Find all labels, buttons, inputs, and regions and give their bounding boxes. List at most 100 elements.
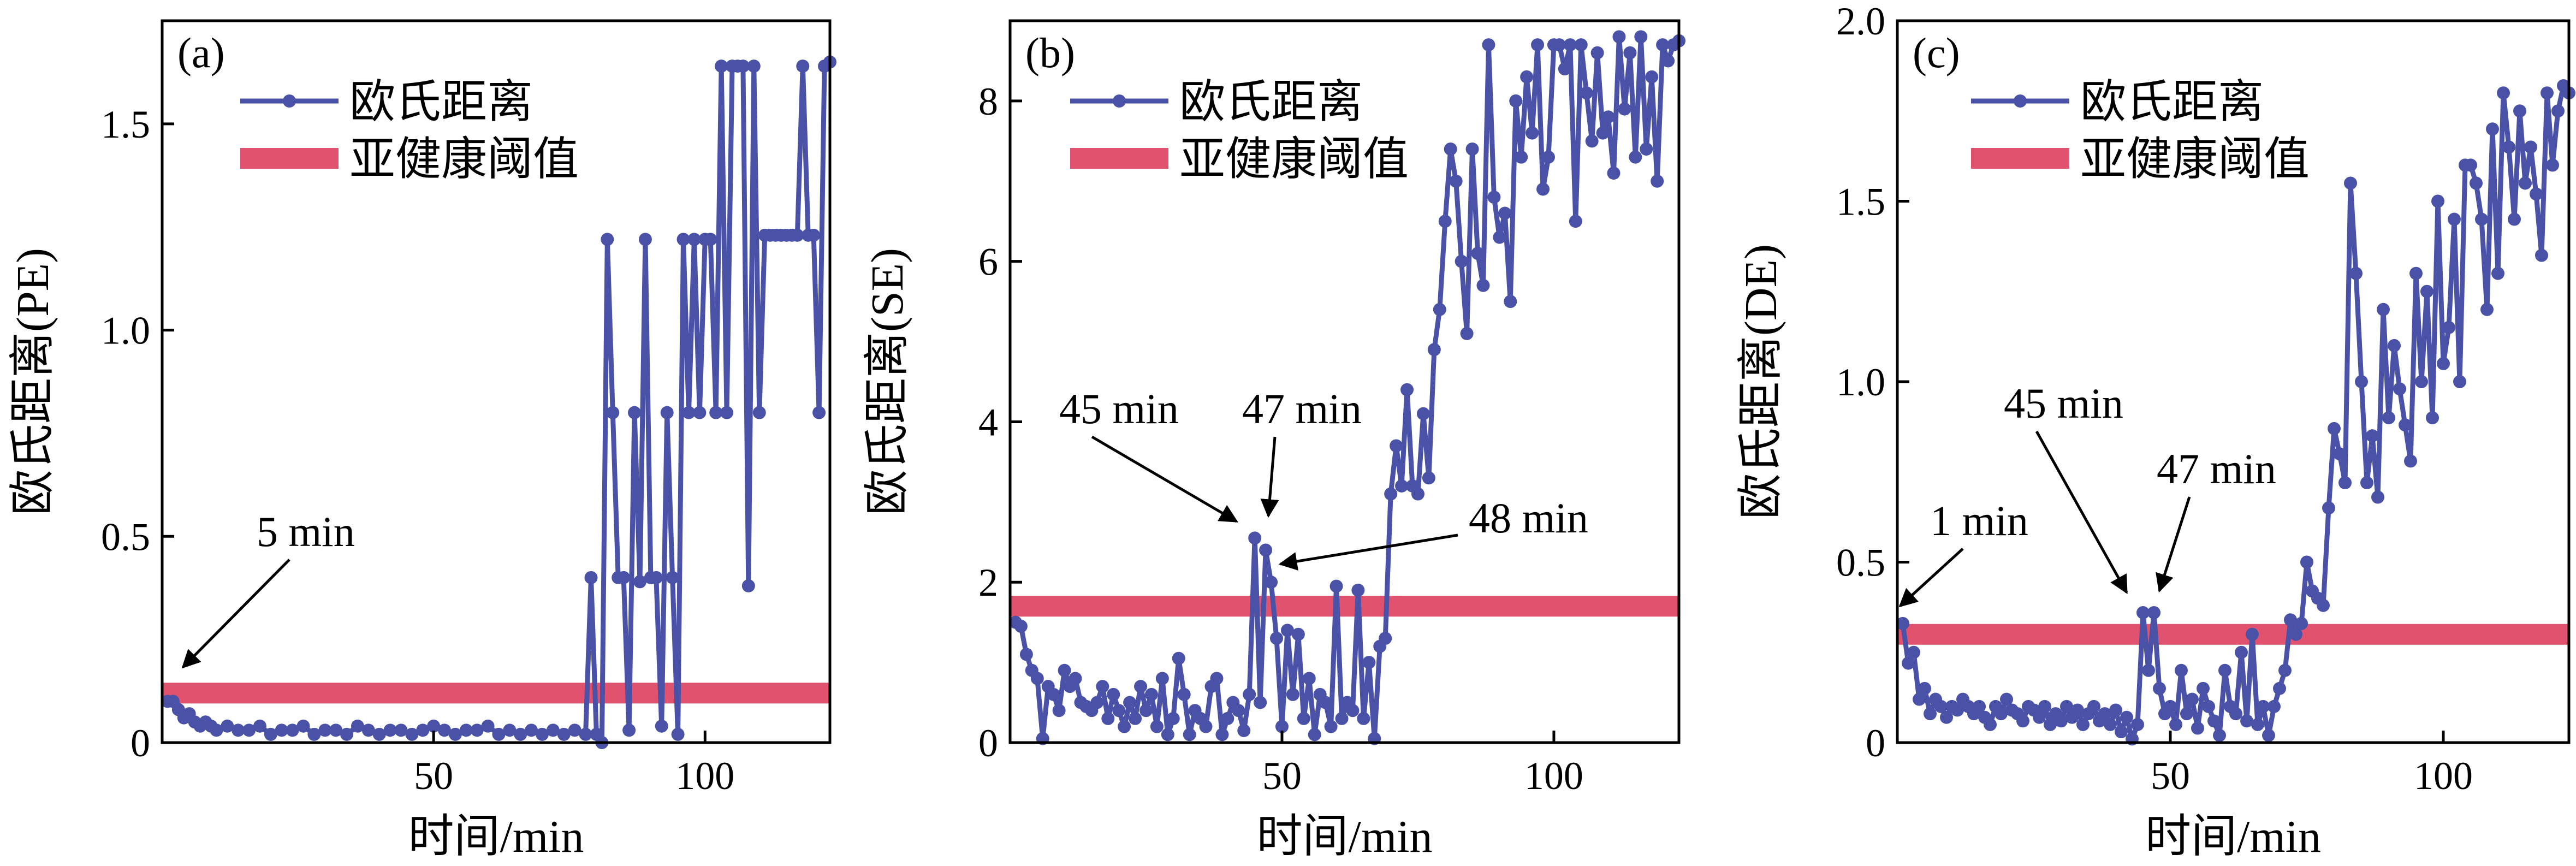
data-point: [682, 406, 696, 419]
data-point: [2377, 302, 2390, 316]
data-point: [2180, 707, 2193, 721]
x-axis-label: 时间/min: [1256, 811, 1432, 862]
data-point: [1552, 38, 1566, 52]
data-point: [666, 571, 679, 584]
data-point: [470, 723, 484, 737]
data-point: [791, 228, 804, 242]
data-point: [1590, 46, 1604, 60]
data-point: [1161, 728, 1174, 742]
data-point: [1291, 627, 1305, 641]
data-point: [2551, 104, 2565, 118]
data-point: [1172, 651, 1185, 665]
annotation-label: 45 min: [2004, 379, 2123, 427]
data-point: [1395, 479, 1409, 493]
data-point: [1335, 711, 1349, 725]
data-point: [2328, 422, 2341, 435]
y-tick-label: 1.0: [1836, 360, 1885, 404]
data-point: [1984, 717, 1997, 731]
data-point: [1302, 672, 1316, 685]
data-point: [1918, 681, 1931, 695]
y-tick-label: 0: [1866, 721, 1885, 765]
data-point: [2016, 714, 2029, 728]
data-point: [2202, 699, 2215, 713]
annotation-arrow: [2035, 430, 2128, 594]
x-axis-label: 时间/min: [2145, 811, 2321, 862]
data-point: [2120, 710, 2133, 724]
data-point: [601, 233, 614, 246]
data-point: [1351, 583, 1365, 597]
data-point: [1569, 215, 1582, 228]
data-point: [1476, 278, 1490, 292]
data-point: [2420, 284, 2433, 298]
data-point: [1433, 302, 1446, 316]
data-point: [579, 727, 592, 741]
x-axis-label: 时间/min: [408, 811, 584, 862]
data-point: [1973, 699, 1986, 713]
data-point: [2289, 627, 2302, 641]
data-point: [1563, 38, 1577, 52]
data-point: [2344, 176, 2357, 190]
legend-threshold-label: 亚健康阈值: [349, 134, 579, 185]
data-point: [2546, 158, 2559, 172]
chart-panel-1: 50 100 0 0.5 1.0 1.5 时间/min 欧氏距离(PE) (a) 欧氏距离亚健康阈…: [8, 19, 836, 862]
chart-panel-3: 50 100 0 0.5 1.0 1.5 2.0 时间/min 欧氏距离(DE) (c) 欧氏距离亚…: [1736, 0, 2575, 862]
data-point: [1902, 656, 1915, 670]
data-point: [796, 60, 810, 73]
data-point: [2448, 212, 2461, 226]
data-point: [660, 406, 674, 419]
legend-threshold-label: 亚健康阈值: [1179, 134, 1409, 185]
data-point: [2164, 699, 2177, 713]
data-point: [2382, 411, 2395, 425]
data-point: [671, 727, 685, 741]
data-point: [704, 233, 717, 246]
x-tick-label: 100: [1524, 754, 1583, 798]
data-point: [318, 723, 332, 737]
legend-threshold-label: 亚健康阈值: [2080, 134, 2310, 185]
data-point: [1030, 672, 1044, 685]
data-point: [1101, 711, 1115, 725]
data-point: [1134, 680, 1148, 693]
annotation-arrow: [1898, 548, 1964, 608]
data-point: [747, 60, 761, 73]
data-point: [546, 723, 560, 737]
data-point: [232, 723, 245, 737]
data-point: [557, 727, 571, 741]
annotation-label: 45 min: [1059, 385, 1179, 432]
y-tick-label: 0: [978, 721, 998, 765]
data-point: [1536, 182, 1550, 196]
x-tick-label: 100: [2414, 754, 2473, 798]
data-point: [1601, 110, 1615, 124]
data-point: [2186, 692, 2199, 706]
data-point: [2142, 663, 2155, 677]
data-point: [1107, 687, 1120, 701]
data-point: [2262, 728, 2275, 742]
data-point: [1651, 174, 1664, 188]
data-point: [807, 228, 821, 242]
data-point: [1150, 720, 1164, 733]
y-tick-label: 1.5: [1836, 180, 1885, 224]
data-point: [1465, 143, 1479, 156]
data-point: [1487, 191, 1501, 204]
data-point: [1596, 126, 1610, 140]
data-point: [416, 723, 430, 737]
data-point: [622, 723, 636, 737]
data-point: [1896, 616, 1909, 630]
data-point: [2322, 501, 2335, 515]
data-point: [2038, 699, 2051, 713]
y-tick-label: 6: [978, 240, 998, 284]
data-point: [503, 723, 517, 737]
data-point: [1047, 687, 1060, 701]
data-point: [752, 406, 766, 419]
data-point: [2240, 714, 2253, 728]
data-point: [253, 719, 266, 733]
data-point: [1210, 672, 1224, 685]
data-point: [1139, 704, 1153, 717]
data-point: [1460, 327, 1474, 340]
data-point: [1166, 711, 1180, 725]
data-point: [1297, 711, 1310, 725]
data-point: [1069, 672, 1082, 685]
plot-frame: [161, 19, 832, 744]
data-point: [448, 727, 462, 741]
data-point: [2535, 248, 2548, 262]
